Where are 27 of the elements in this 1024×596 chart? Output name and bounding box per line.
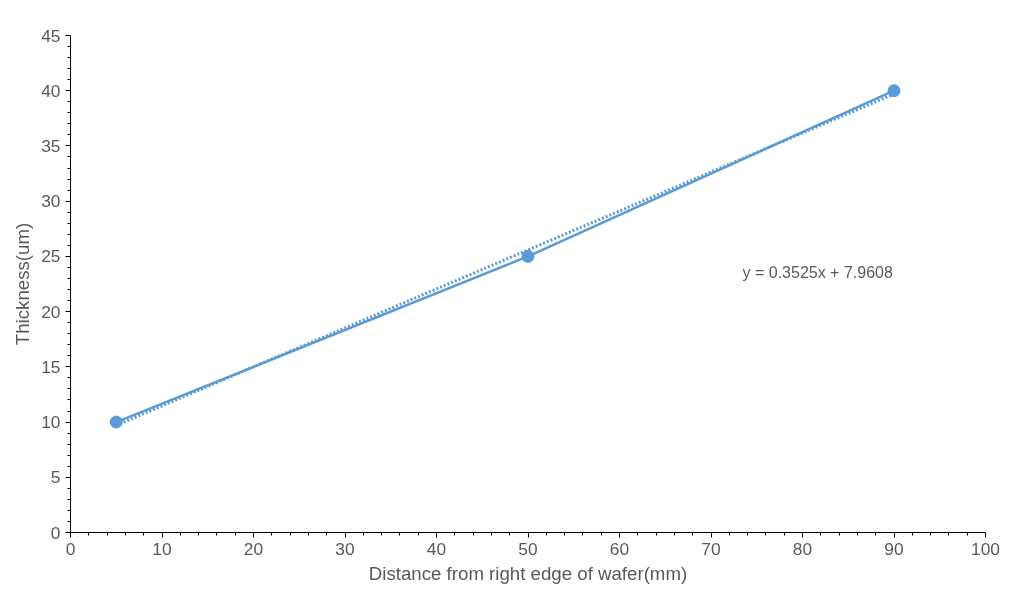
- point: [521, 249, 535, 263]
- y-tick-label: 30: [41, 191, 61, 212]
- x-tick-label: 10: [152, 538, 172, 559]
- y-tick-label: 25: [41, 246, 61, 267]
- x-tick-label: 60: [609, 538, 630, 559]
- y-tick-label: 20: [41, 301, 61, 322]
- y-tick-label: 15: [41, 356, 61, 377]
- point: [887, 84, 901, 98]
- x-tick-label: 50: [518, 538, 538, 559]
- x-tick-label: 40: [426, 538, 447, 559]
- annotation: y = 0.3525x + 7.9608: [742, 263, 893, 281]
- x-tick-label: 20: [243, 538, 264, 559]
- x-tick-label: 80: [792, 538, 813, 559]
- y-tick-label: 45: [41, 25, 61, 46]
- y-tick-label: 10: [41, 412, 61, 433]
- x-tick-label: 30: [335, 538, 355, 559]
- x-tick-label: 0: [65, 538, 76, 559]
- point: [109, 415, 123, 429]
- y-tick-label: 35: [41, 135, 61, 156]
- y-tick-label: 5: [50, 467, 61, 488]
- x-tick-label: 100: [971, 538, 1000, 559]
- x-axis-title: Distance from right edge of wafer(mm): [368, 562, 688, 584]
- y-axis-title: Thickness(um): [12, 222, 34, 346]
- x-tick-label: 70: [701, 538, 721, 559]
- y-tick-label: 0: [50, 522, 61, 543]
- y-tick-label: 40: [41, 80, 61, 101]
- x-tick-label: 90: [884, 538, 904, 559]
